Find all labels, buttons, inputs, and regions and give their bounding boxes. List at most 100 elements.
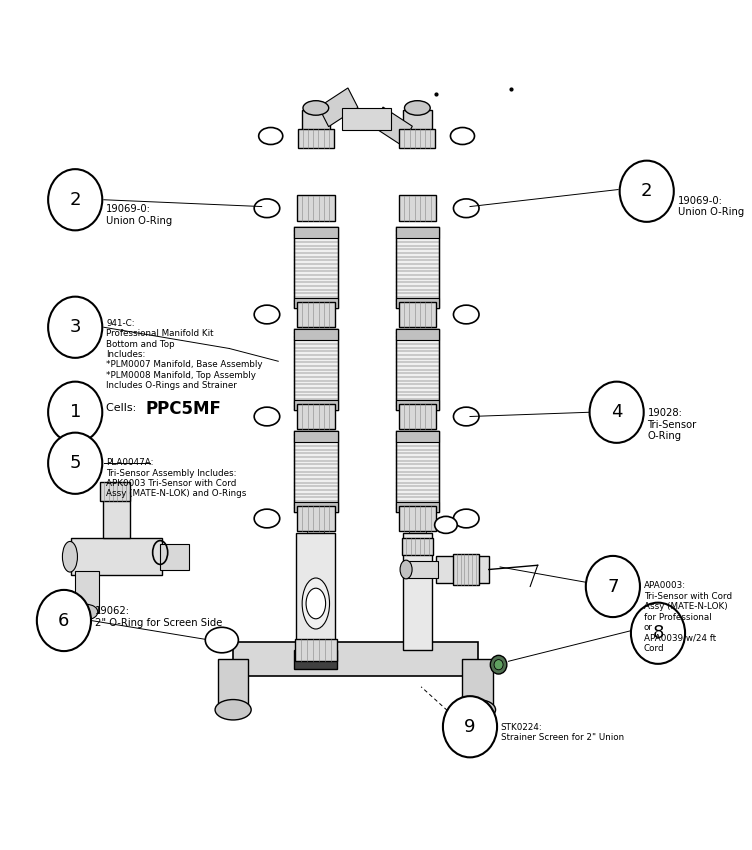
Circle shape [48,297,102,358]
Bar [298,129,334,148]
Text: 1: 1 [69,403,81,422]
Text: APA0003:
Tri-Sensor with Cord
Assy (MATE-N-LOK)
for Professional
or
APA0039 w/24: APA0003: Tri-Sensor with Cord Assy (MATE… [644,581,732,653]
Bar [396,432,439,512]
Bar [294,432,338,512]
Bar [302,110,330,144]
Text: PLA0047A:
Tri-Sensor Assembly Includes:
APK0003 Tri-Sensor with Cord
Assy (MATE-: PLA0047A: Tri-Sensor Assembly Includes: … [106,458,247,498]
Bar [396,228,439,238]
Bar [396,400,439,411]
Ellipse shape [62,541,77,572]
Text: 19028:
Tri-Sensor
O-Ring: 19028: Tri-Sensor O-Ring [647,408,696,441]
Ellipse shape [254,407,280,426]
Circle shape [494,660,503,670]
Bar [406,561,438,578]
Bar [403,110,432,144]
Ellipse shape [450,128,475,144]
Bar [396,228,439,309]
Circle shape [443,696,497,757]
Bar [373,107,412,146]
Bar [396,330,439,340]
Ellipse shape [435,517,457,534]
Ellipse shape [75,604,98,620]
Text: 3: 3 [69,318,81,337]
Text: 2: 2 [69,190,81,209]
Text: STK0224:
Strainer Screen for 2" Union: STK0224: Strainer Screen for 2" Union [501,722,624,742]
Text: 4: 4 [611,403,623,422]
Bar [308,512,324,534]
Ellipse shape [254,199,280,218]
Bar [396,432,439,442]
Text: 5: 5 [69,454,81,473]
Ellipse shape [459,700,496,720]
Ellipse shape [303,100,329,116]
Circle shape [620,161,674,222]
Bar [294,432,338,442]
Text: 19069-0:
Union O-Ring: 19069-0: Union O-Ring [106,204,172,225]
Bar [396,330,439,411]
Bar [297,196,335,221]
Bar [396,502,439,512]
Bar [399,404,436,429]
Bar [409,512,426,534]
Bar [436,556,489,583]
Text: 7: 7 [607,577,619,596]
Bar [297,506,335,531]
Text: 8: 8 [652,624,664,643]
Bar [403,534,432,650]
Bar [319,88,358,127]
Bar [294,330,338,340]
Ellipse shape [453,305,479,324]
Bar [453,554,480,585]
Ellipse shape [254,509,280,528]
Ellipse shape [453,407,479,426]
Bar [399,302,436,327]
Text: 2: 2 [641,182,653,201]
Bar [100,482,130,501]
Bar [462,659,493,710]
Ellipse shape [302,578,329,629]
Bar [160,544,189,570]
Text: PPC5MF: PPC5MF [146,400,222,418]
Circle shape [590,382,644,443]
Circle shape [490,655,507,674]
Ellipse shape [306,588,326,619]
Bar [233,642,478,676]
Bar [297,302,335,327]
Bar [71,538,162,575]
Bar [342,108,391,130]
Bar [402,538,433,555]
Ellipse shape [400,560,412,579]
Circle shape [48,382,102,443]
Bar [399,506,436,531]
Bar [294,298,338,309]
Bar [396,298,439,309]
Ellipse shape [205,627,238,653]
Bar [75,571,99,612]
Bar [294,228,338,238]
Bar [399,129,435,148]
Ellipse shape [254,305,280,324]
Bar [295,639,337,661]
Circle shape [586,556,640,617]
Text: 6: 6 [58,611,70,630]
Circle shape [37,590,91,651]
Text: 19062:
2" O-Ring for Screen Side: 19062: 2" O-Ring for Screen Side [95,606,222,628]
Circle shape [48,169,102,230]
Ellipse shape [453,199,479,218]
Bar [297,404,335,429]
Bar [103,491,130,538]
Ellipse shape [453,509,479,528]
Bar [294,650,338,669]
Ellipse shape [259,128,283,144]
Bar [294,330,338,411]
Text: 19069-0:
Union O-Ring: 19069-0: Union O-Ring [678,196,744,217]
Ellipse shape [215,700,251,720]
Ellipse shape [405,100,430,116]
Bar [296,534,335,650]
Bar [294,400,338,411]
Circle shape [48,433,102,494]
Circle shape [631,603,685,664]
Bar [294,502,338,512]
Bar [218,659,248,710]
Bar [399,196,436,221]
